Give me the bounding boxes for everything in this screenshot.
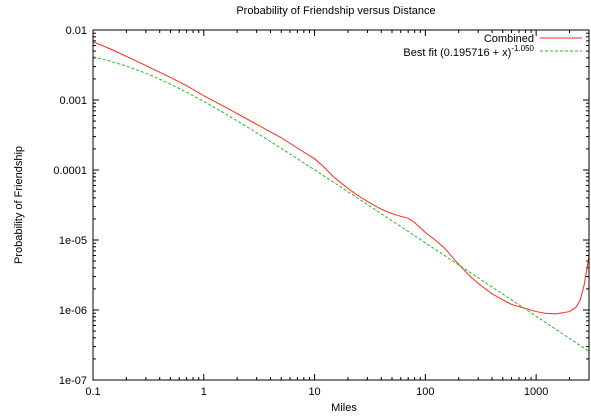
series-layer xyxy=(93,41,589,352)
axis-ticks: 0.1 1 10 100 1000 1e-07 1e-06 1e-05 0.0001 0.001 0… xyxy=(53,25,590,398)
y-tick-label: 1e-07 xyxy=(59,375,87,387)
y-tick-label: 1e-05 xyxy=(59,235,87,247)
x-tick-label: 1000 xyxy=(524,386,548,398)
legend-best-fit-text: Best fit (0.195716 + x) xyxy=(403,47,511,59)
plot-frame xyxy=(92,29,590,381)
x-tick-label: 1 xyxy=(201,386,207,398)
y-tick-label: 1e-06 xyxy=(59,305,87,317)
series-line-best-fit xyxy=(93,56,589,352)
legend-label-combined: Combined xyxy=(484,33,534,45)
legend-label-best-fit: Best fit (0.195716 + x)-1.050 xyxy=(403,44,534,59)
y-tick-label: 0.001 xyxy=(59,95,87,107)
x-axis-title: Miles xyxy=(331,402,357,414)
y-axis-title: Probability of Friendship xyxy=(13,146,25,264)
series-line-combined xyxy=(93,41,589,315)
x-tick-label: 100 xyxy=(416,386,434,398)
legend: Combined Best fit (0.195716 + x)-1.050 xyxy=(403,33,582,59)
y-tick-label: 0.01 xyxy=(66,25,87,37)
x-tick-label: 10 xyxy=(308,386,320,398)
y-tick-label: 0.0001 xyxy=(53,165,87,177)
legend-best-fit-exponent: -1.050 xyxy=(511,44,534,53)
x-tick-label: 0.1 xyxy=(85,386,100,398)
chart-title: Probability of Friendship versus Distanc… xyxy=(236,5,435,17)
